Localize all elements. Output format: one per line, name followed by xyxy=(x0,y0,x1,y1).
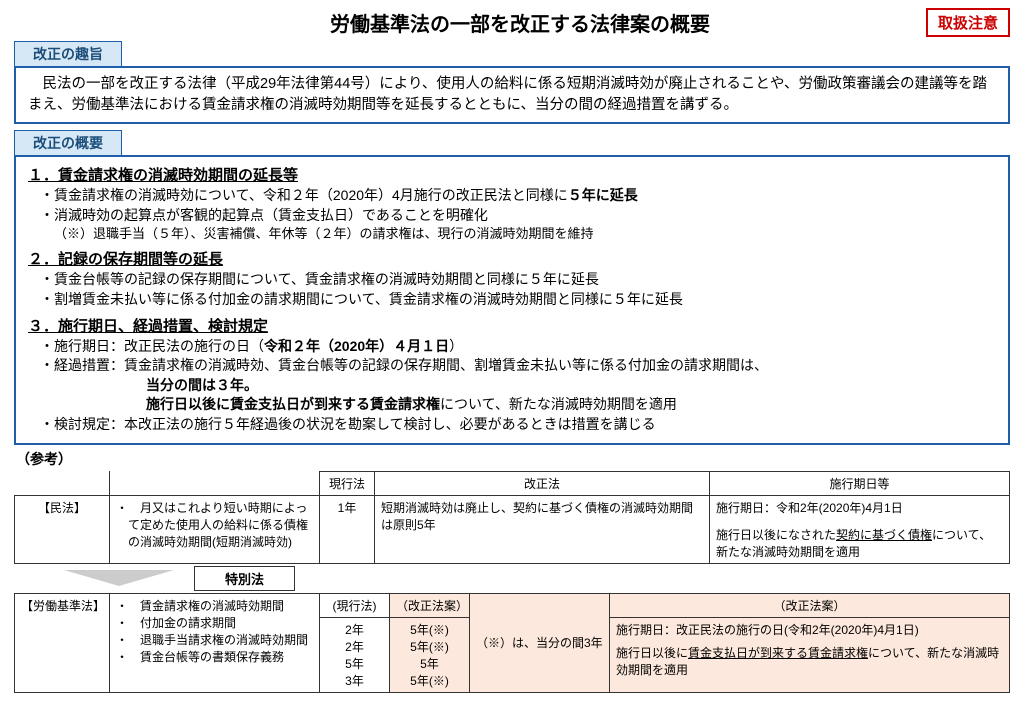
tab-overview: 改正の概要 xyxy=(14,130,122,156)
arrow-row: 特別法 xyxy=(64,566,1010,591)
note-1c: （※）退職手当（５年）、災害補償、年休等（２年）の請求権は、現行の消滅時効期間を… xyxy=(28,225,996,243)
bullet-2a: ・賃金台帳等の記録の保存期間について、賃金請求権の消滅時効期間と同様に５年に延長 xyxy=(28,270,996,290)
row2-dateh: （改正法案） xyxy=(610,593,1010,617)
row1-item: ・ 月又はこれより短い時期によって定めた使用人の給料に係る債権の消滅時効期間(短… xyxy=(110,495,320,563)
row2-revh: （改正法案） xyxy=(390,593,470,617)
bullet-3b: ・経過措置：賃金請求権の消滅時効、賃金台帳等の記録の保存期間、割増賃金未払い等に… xyxy=(28,356,996,376)
bullet-3d: 施行日以後に賃金支払日が到来する賃金請求権について、新たな消滅時効期間を適用 xyxy=(28,395,996,415)
bullet-3c: 当分の間は３年。 xyxy=(28,376,996,396)
page-title: 労働基準法の一部を改正する法律案の概要 xyxy=(114,8,926,37)
th-date: 施行期日等 xyxy=(710,471,1010,495)
row2-curh: (現行法) xyxy=(320,593,390,617)
heading-3: ３．施行期日、経過措置、検討規定 xyxy=(28,316,996,337)
handling-stamp: 取扱注意 xyxy=(926,8,1010,37)
reference-table-1: 現行法 改正法 施行期日等 【民法】 ・ 月又はこれより短い時期によって定めた使… xyxy=(14,471,1010,564)
row2-curvals: 2年2年5年3年 xyxy=(320,617,390,692)
heading-1: １．賃金請求権の消滅時効期間の延長等 xyxy=(28,165,996,186)
row1-law: 【民法】 xyxy=(15,495,110,563)
intro-box: 民法の一部を改正する法律（平成29年法律第44号）により、使用人の給料に係る短期… xyxy=(14,66,1010,124)
th-current: 現行法 xyxy=(320,471,375,495)
row1-date: 施行期日：令和2年(2020年)4月1日 施行日以後になされた契約に基づく債権に… xyxy=(710,495,1010,563)
special-law-label: 特別法 xyxy=(194,566,295,591)
row2-revvals: 5年(※)5年(※)5年5年(※) xyxy=(390,617,470,692)
row2-dates: 施行期日：改正民法の施行の日(令和2年(2020年)4月1日) 施行日以後に賃金… xyxy=(610,617,1010,692)
row1-current: 1年 xyxy=(320,495,375,563)
bullet-1b: ・消滅時効の起算点が客観的起算点（賃金支払日）であることを明確化 xyxy=(28,206,996,226)
bullet-1a: ・賃金請求権の消滅時効について、令和２年（2020年）4月施行の改正民法と同様に… xyxy=(28,186,996,206)
reference-label: （参考） xyxy=(16,449,1010,469)
heading-2: ２．記録の保存期間等の延長 xyxy=(28,249,996,270)
row2-items: ・ 賃金請求権の消滅時効期間・ 付加金の請求期間・ 退職手当請求権の消滅時効期間… xyxy=(110,593,320,692)
row1-revised: 短期消滅時効は廃止し、契約に基づく債権の消滅時効期間は原則5年 xyxy=(375,495,710,563)
arrow-down-icon xyxy=(64,570,174,586)
reference-table-2: 【労働基準法】 ・ 賃金請求権の消滅時効期間・ 付加金の請求期間・ 退職手当請求… xyxy=(14,593,1010,693)
row2-law: 【労働基準法】 xyxy=(15,593,110,692)
tab-purpose: 改正の趣旨 xyxy=(14,41,122,67)
th-revised: 改正法 xyxy=(375,471,710,495)
bullet-3e: ・検討規定：本改正法の施行５年経過後の状況を勘案して検討し、必要があるときは措置… xyxy=(28,415,996,435)
row2-revnote: （※）は、当分の間3年 xyxy=(470,593,610,692)
overview-box: １．賃金請求権の消滅時効期間の延長等 ・賃金請求権の消滅時効について、令和２年（… xyxy=(14,155,1010,445)
bullet-3a: ・施行期日：改正民法の施行の日（令和２年（2020年）４月１日） xyxy=(28,337,996,357)
bullet-2b: ・割増賃金未払い等に係る付加金の請求期間について、賃金請求権の消滅時効期間と同様… xyxy=(28,290,996,310)
